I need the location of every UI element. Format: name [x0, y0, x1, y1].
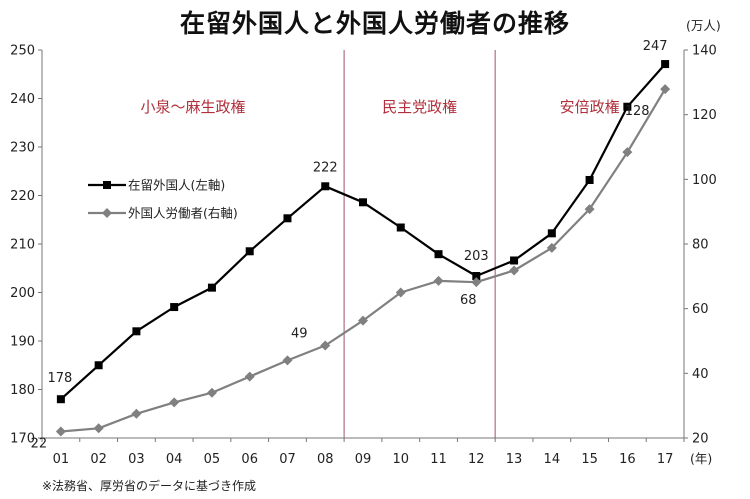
series-2-point: [169, 397, 180, 408]
right-tick-label: 80: [692, 238, 709, 253]
data-label-series-2: 68: [460, 293, 477, 308]
series-1-point: [661, 60, 670, 69]
series-2-point: [471, 277, 482, 288]
right-axis-ticks: 20 40 60 80 100 120 140 (万人): [684, 18, 721, 447]
series-1-point: [359, 198, 367, 207]
x-tick-label: 17: [657, 452, 674, 467]
left-tick-label: 190: [10, 335, 35, 350]
right-tick-label: 100: [692, 173, 717, 188]
x-tick-label: 12: [468, 452, 485, 467]
data-label-series-1: 247: [643, 39, 668, 54]
data-label-series-1: 178: [47, 371, 72, 386]
left-tick-label: 250: [10, 44, 35, 59]
period-label-2: 民主党政権: [382, 98, 457, 116]
left-tick-label: 180: [10, 383, 35, 398]
series-2-point: [546, 242, 557, 253]
series-line-2: [60, 88, 667, 433]
series-1-point: [472, 272, 481, 281]
period-label-3: 安倍政権: [560, 98, 620, 116]
x-tick-label: 02: [90, 452, 107, 467]
right-axis-unit: (万人): [686, 18, 721, 33]
x-tick-label: 14: [544, 452, 561, 467]
data-label-series-1: 222: [313, 160, 338, 175]
series-1-point: [207, 283, 216, 292]
right-tick-label: 60: [692, 302, 709, 317]
series-1-point: [245, 247, 254, 256]
series-2-point: [131, 408, 142, 419]
series-1-point: [434, 250, 443, 259]
legend-label-1: 在留外国人(左軸): [128, 178, 225, 193]
x-tick-label: 06: [241, 452, 258, 467]
x-tick-label: 01: [53, 452, 70, 467]
legend-label-2: 外国人労働者(右軸): [128, 206, 238, 221]
series-2-point: [282, 355, 293, 366]
series-1-point: [132, 327, 141, 336]
left-tick-label: 230: [10, 141, 35, 156]
series-2-point: [584, 204, 595, 215]
x-tick-label: 05: [204, 452, 221, 467]
data-label-series-2: 128: [625, 104, 650, 119]
series-1-point: [585, 175, 594, 184]
x-tick-label: 10: [392, 452, 409, 467]
left-tick-label: 210: [10, 238, 35, 253]
left-tick-label: 240: [10, 92, 35, 107]
right-tick-label: 140: [692, 44, 717, 59]
data-label-series-1: 203: [464, 249, 489, 264]
x-tick-label: 15: [581, 452, 598, 467]
left-axis-ticks: 170 180 190 200 210 220 230 240 250: [10, 44, 42, 447]
series-2-point: [55, 426, 66, 437]
series-2-point: [206, 387, 217, 398]
left-tick-label: 220: [10, 189, 35, 204]
x-axis-unit: (年): [690, 451, 712, 466]
series-1-point: [547, 229, 556, 238]
legend-marker-2: [102, 208, 112, 218]
right-tick-label: 120: [692, 108, 717, 123]
period-dividers: [343, 50, 496, 438]
series-2-point: [320, 340, 331, 351]
period-label-1: 小泉〜麻生政権: [141, 98, 246, 116]
data-label-series-2: 49: [291, 327, 308, 342]
series-2-point: [622, 147, 633, 158]
series-1-point: [283, 214, 292, 223]
x-tick-label: 03: [128, 452, 145, 467]
series-1-point: [321, 182, 330, 191]
series-2-point: [395, 287, 406, 298]
series-1-point: [170, 303, 179, 312]
x-tick-label: 11: [430, 452, 447, 467]
series-2-point: [244, 371, 255, 382]
series-lines: [55, 60, 671, 437]
x-tick-label: 04: [166, 452, 183, 467]
series-1-point: [56, 395, 65, 404]
left-tick-label: 170: [10, 432, 35, 447]
series-1-point: [396, 223, 405, 232]
x-tick-label: 13: [506, 452, 523, 467]
legend: 在留外国人(左軸) 外国人労働者(右軸): [88, 178, 238, 221]
data-label-series-2: 22: [31, 437, 48, 452]
x-tick-label: 08: [317, 452, 334, 467]
right-tick-label: 20: [692, 432, 709, 447]
series-2-point: [509, 265, 520, 276]
series-2-point: [433, 275, 444, 286]
series-2-point: [93, 423, 104, 434]
x-axis-ticks: 01 02 03 04 05 06 07 08 09 10 11 12 13 14 15 16 17 (年): [41, 438, 712, 467]
series-1-point: [623, 102, 632, 111]
x-tick-label: 16: [619, 452, 636, 467]
period-labels: 小泉〜麻生政権 民主党政権 安倍政権: [141, 98, 620, 116]
legend-marker-1: [103, 181, 111, 189]
left-tick-label: 200: [10, 286, 35, 301]
x-tick-label: 09: [355, 452, 372, 467]
series-1-point: [94, 361, 103, 370]
data-labels: 178 222 203 247 22 49 68 128: [31, 39, 668, 451]
source-note: ※法務省、厚労省のデータに基づき作成: [42, 479, 257, 493]
series-2-point: [660, 84, 671, 95]
series-2-point: [358, 315, 368, 326]
right-tick-label: 40: [692, 367, 709, 382]
series-1-point: [510, 256, 519, 265]
chart-title: 在留外国人と外国人労働者の推移: [179, 9, 570, 38]
x-tick-label: 07: [279, 452, 296, 467]
